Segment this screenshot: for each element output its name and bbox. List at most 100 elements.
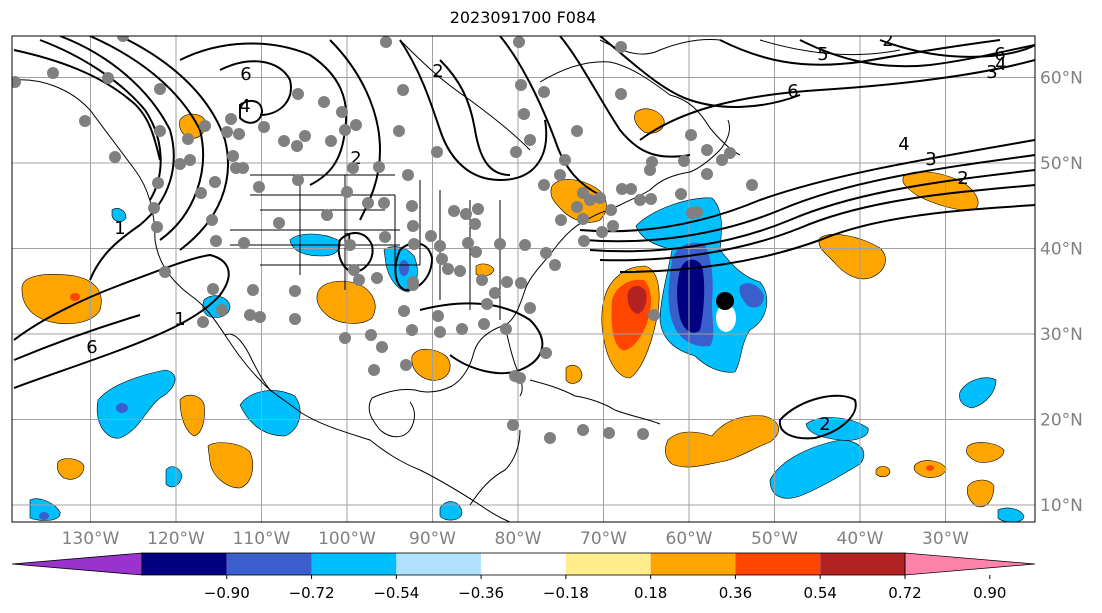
station-dot bbox=[634, 194, 646, 206]
station-dot bbox=[148, 202, 160, 214]
station-dot bbox=[478, 318, 490, 330]
colorbar-extend-high bbox=[904, 552, 1036, 576]
station-dot bbox=[538, 179, 550, 191]
station-dot bbox=[594, 192, 606, 204]
contour-labels: 642165432643221126 bbox=[86, 36, 1006, 435]
contour-lines bbox=[13, 36, 1035, 440]
station-dot bbox=[336, 106, 348, 118]
positive-anomaly-caribbean bbox=[665, 415, 779, 468]
station-dot bbox=[578, 235, 590, 247]
colorbar-segment bbox=[565, 553, 651, 575]
station-dot bbox=[109, 151, 121, 163]
colorbar-segment bbox=[226, 553, 312, 575]
station-dot bbox=[325, 135, 337, 147]
station-dot bbox=[559, 154, 571, 166]
colorbar-segment bbox=[142, 553, 227, 575]
station-dot bbox=[448, 205, 460, 217]
station-dot bbox=[348, 264, 360, 276]
station-dot bbox=[476, 274, 488, 286]
station-dot bbox=[469, 218, 481, 230]
station-dot bbox=[549, 259, 561, 271]
map-content: 642165432643221126 bbox=[12, 36, 1035, 522]
station-dot bbox=[518, 108, 530, 120]
station-dot bbox=[278, 135, 290, 147]
station-dot bbox=[398, 305, 410, 317]
station-dot bbox=[648, 309, 660, 321]
station-dot bbox=[154, 83, 166, 95]
station-dot bbox=[227, 150, 239, 162]
station-dot bbox=[571, 201, 583, 213]
longitude-label: 90°W bbox=[409, 529, 456, 549]
station-dot bbox=[102, 72, 114, 84]
longitude-label: 30°W bbox=[922, 529, 969, 549]
station-dot bbox=[524, 302, 536, 314]
station-dot bbox=[365, 329, 377, 341]
station-dot bbox=[339, 124, 351, 136]
contour-label: 5 bbox=[817, 44, 828, 65]
station-dot bbox=[538, 86, 550, 98]
longitude-axis-labels: 130°W 120°W 110°W 100°W 90°W 80°W 70°W 60°W 50°W… bbox=[62, 529, 970, 549]
station-dot bbox=[197, 316, 209, 328]
colorbar-tick-label: 0.72 bbox=[888, 584, 921, 602]
contour-label: 1 bbox=[114, 218, 125, 239]
station-dot bbox=[678, 155, 690, 167]
station-dot bbox=[247, 284, 259, 296]
contour-label: 6 bbox=[240, 64, 251, 85]
station-dot bbox=[406, 200, 418, 212]
station-dot bbox=[318, 96, 330, 108]
station-dot bbox=[12, 76, 21, 88]
station-dot bbox=[456, 323, 468, 335]
contour-label: 4 bbox=[239, 96, 250, 117]
station-dot bbox=[605, 204, 617, 216]
contour-label: 1 bbox=[174, 309, 185, 330]
colorbar-tick-label: −0.18 bbox=[543, 584, 589, 602]
station-dot bbox=[500, 323, 512, 335]
station-dot bbox=[645, 193, 657, 205]
positive-anomaly-gulf bbox=[411, 348, 451, 381]
longitude-label: 40°W bbox=[837, 529, 884, 549]
station-dot bbox=[379, 231, 391, 243]
station-dot bbox=[408, 238, 420, 250]
shaded-anomalies bbox=[21, 108, 1025, 522]
contour-label: 6 bbox=[86, 337, 97, 358]
positive-anomaly-bc bbox=[179, 113, 206, 139]
station-dot bbox=[501, 276, 513, 288]
longitude-label: 70°W bbox=[580, 529, 627, 549]
colorbar-tick-label: 0.54 bbox=[804, 584, 837, 602]
station-dot bbox=[209, 176, 221, 188]
station-dot bbox=[686, 207, 698, 219]
station-dot bbox=[299, 130, 311, 142]
station-dot bbox=[616, 183, 628, 195]
station-dot bbox=[519, 239, 531, 251]
colorbar bbox=[11, 552, 1036, 576]
station-dot bbox=[515, 79, 527, 91]
station-dot bbox=[79, 115, 91, 127]
station-dot bbox=[603, 427, 615, 439]
station-dot bbox=[460, 208, 472, 220]
colorbar-segment bbox=[650, 553, 736, 575]
station-dot bbox=[481, 298, 493, 310]
station-dot bbox=[393, 125, 405, 137]
station-dot bbox=[233, 128, 245, 140]
contour-label: 3 bbox=[925, 149, 936, 170]
longitude-label: 60°W bbox=[666, 529, 713, 549]
colorbar-segment bbox=[735, 553, 821, 575]
contour-label: 6 bbox=[994, 44, 1005, 65]
station-dot bbox=[584, 194, 596, 206]
colorbar-tick-label: 0.36 bbox=[719, 584, 752, 602]
station-dot bbox=[434, 326, 446, 338]
station-dot bbox=[432, 310, 444, 322]
map-title: 2023091700 F084 bbox=[449, 8, 597, 27]
station-dot bbox=[685, 129, 697, 141]
station-dot bbox=[207, 283, 219, 295]
station-dot bbox=[510, 146, 522, 158]
colorbar-tick-labels: −0.90 −0.72 −0.54 −0.36 −0.18 0.18 0.36 0.54 0.7… bbox=[204, 575, 1006, 602]
longitude-label: 80°W bbox=[495, 529, 542, 549]
station-dot bbox=[347, 162, 359, 174]
station-dot bbox=[159, 266, 171, 278]
station-dot bbox=[615, 41, 627, 53]
station-dot bbox=[407, 220, 419, 232]
contour-label: 2 bbox=[432, 61, 443, 82]
longitude-label: 130°W bbox=[62, 529, 120, 549]
